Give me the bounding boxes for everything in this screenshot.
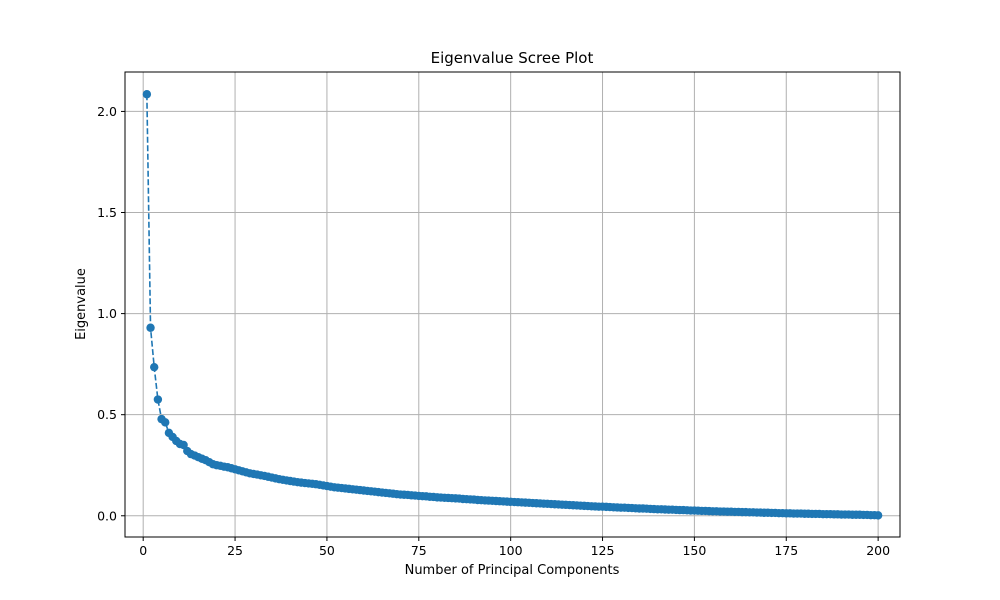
data-point [150, 362, 159, 372]
y-axis-label: Eigenvalue [74, 268, 89, 340]
y-tick-label: 0.0 [97, 508, 117, 523]
ticks: 0 25 50 75 100 125 150 175 200 0.0 0.5 1.0 1.5 2.0 [97, 104, 890, 558]
data-point [153, 395, 163, 404]
x-axis-label: Number of Principal Components [405, 563, 620, 578]
x-tick-label: 125 [591, 543, 615, 558]
plot-frame [124, 71, 901, 538]
series-layer [142, 90, 883, 520]
chart-title: Eigenvalue Scree Plot [431, 49, 594, 67]
y-tick-label: 0.5 [97, 407, 117, 422]
data-point [146, 323, 155, 332]
x-tick-label: 75 [411, 543, 427, 558]
data-point [161, 418, 170, 427]
x-tick-label: 200 [866, 543, 890, 558]
x-tick-label: 150 [682, 543, 706, 558]
series-line [146, 94, 879, 517]
x-tick-label: 175 [774, 543, 798, 558]
x-tick-label: 100 [499, 543, 523, 558]
x-tick-label: 50 [319, 543, 335, 558]
y-tick-label: 1.0 [97, 306, 117, 321]
y-tick-label: 2.0 [97, 104, 117, 119]
data-point [179, 440, 188, 450]
x-tick-label: 25 [227, 543, 243, 558]
data-point [142, 90, 152, 99]
data-point [873, 511, 883, 520]
y-tick-label: 1.5 [97, 205, 117, 220]
x-tick-label: 0 [139, 543, 147, 558]
